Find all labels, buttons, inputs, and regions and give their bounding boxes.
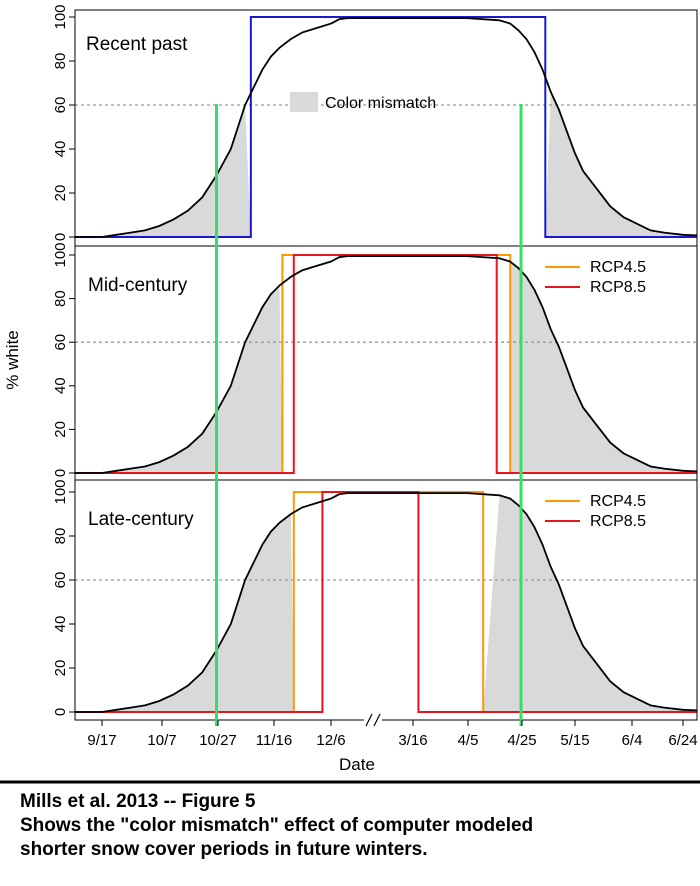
mismatch-shading-spring	[483, 495, 697, 712]
panel-plot-area	[75, 491, 697, 713]
mismatch-shading-fall	[102, 285, 283, 473]
white-fraction-line	[75, 492, 697, 713]
y-tick-label: 60	[52, 97, 69, 114]
x-axis-title: Date	[339, 755, 375, 774]
y-tick-label: 40	[52, 616, 69, 633]
panel-plot-area	[75, 254, 697, 474]
y-tick-label: 40	[52, 141, 69, 158]
legend-label: RCP4.5	[590, 259, 646, 276]
x-tick-label: 10/7	[147, 732, 176, 749]
y-tick-label: 20	[52, 660, 69, 677]
x-tick-label: 12/6	[316, 732, 345, 749]
caption-description-2: shorter snow cover periods in future win…	[20, 839, 428, 860]
y-tick-label: 20	[52, 421, 69, 438]
y-tick-label: 100	[52, 479, 69, 504]
panel-3: 0 20 40 60 80 100 Late-century RCP4.5 RCP8.5	[52, 479, 698, 721]
x-tick-label: 6/24	[668, 732, 697, 749]
x-tick-label: 6/4	[622, 732, 643, 749]
y-tick-label: 80	[52, 528, 69, 545]
legend-label: RCP4.5	[590, 493, 646, 510]
x-tick-label: 4/5	[458, 732, 479, 749]
y-tick-label: 40	[52, 377, 69, 394]
caption: Mills et al. 2013 -- Figure 5 Shows the …	[20, 790, 690, 862]
coat-series-recent-past	[75, 16, 697, 238]
y-tick-label: 0	[52, 708, 69, 716]
x-tick-label: 9/17	[87, 732, 116, 749]
mismatch-shading-spring	[545, 91, 697, 237]
panel-frame	[74, 479, 698, 721]
coat-series-rcp85	[75, 491, 697, 713]
panel-label: Mid-century	[88, 275, 188, 296]
y-tick-label: 100	[52, 4, 69, 29]
mismatch-shading-fall	[102, 514, 294, 712]
panel-label: Late-century	[88, 509, 194, 530]
figure: 0 20 40 60 80 100 Recent past Color mismatch 0 20…	[0, 4, 700, 784]
mismatch-shading-fall	[102, 105, 251, 237]
x-tick-label: 5/15	[560, 732, 589, 749]
axis-break-mark	[373, 713, 381, 727]
y-tick-label: 60	[52, 572, 69, 589]
legend-label: RCP8.5	[590, 279, 646, 296]
panel-label: Recent past	[86, 34, 188, 55]
caption-description-1: Shows the "color mismatch" effect of com…	[20, 815, 534, 836]
caption-citation: Mills et al. 2013 -- Figure 5	[20, 791, 256, 812]
legend-swatch-mismatch	[290, 92, 318, 112]
y-tick-label: 80	[52, 290, 69, 307]
white-fraction-line	[75, 17, 697, 238]
mismatch-shading-spring	[510, 261, 697, 473]
y-axis-title: % white	[3, 330, 22, 390]
axis-break-mark	[365, 713, 373, 727]
y-tick-label: 80	[52, 53, 69, 70]
x-tick-label: 3/16	[398, 732, 427, 749]
panel-2: 0 20 40 60 80 100 Mid-century RCP4.5 RCP8.5	[52, 242, 698, 481]
y-tick-label: 0	[52, 233, 69, 241]
panel-plot-area	[75, 16, 697, 238]
y-tick-label: 20	[52, 185, 69, 202]
panel-1: 0 20 40 60 80 100 Recent past Color mismatch	[52, 4, 698, 247]
y-tick-label: 0	[52, 469, 69, 477]
y-tick-label: 100	[52, 242, 69, 267]
x-tick-label: 11/16	[256, 732, 292, 749]
white-fraction-line	[75, 255, 697, 474]
axis-break-gap	[364, 712, 382, 728]
x-tick-label: 10/27	[199, 732, 237, 749]
legend-label: Color mismatch	[325, 95, 436, 112]
legend-label: RCP8.5	[590, 513, 646, 530]
x-tick-label: 4/25	[507, 732, 536, 749]
y-tick-label: 60	[52, 334, 69, 351]
coat-series-rcp85	[75, 254, 697, 474]
